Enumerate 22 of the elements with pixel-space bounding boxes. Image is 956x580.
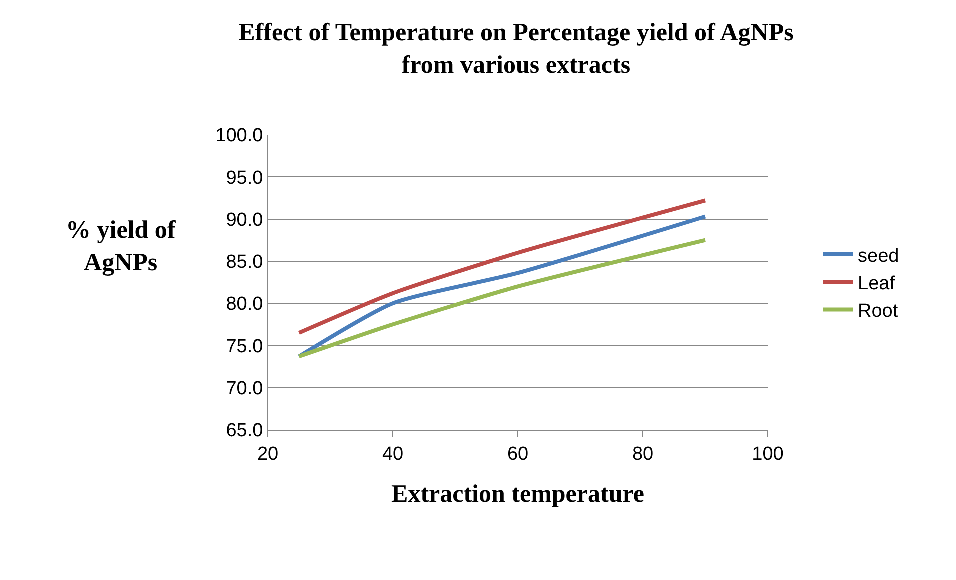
x-tick-label: 80: [632, 444, 654, 465]
line-series: [297, 238, 708, 359]
legend-label: seed: [858, 246, 900, 267]
y-tick-label: 95.0: [226, 168, 264, 189]
y-axis-title: % yield of AgNPs: [66, 217, 176, 276]
y-tick-label: 85.0: [226, 252, 264, 274]
legend-label: Root: [858, 301, 899, 322]
y-tick-label: 65.0: [226, 420, 264, 442]
legend-label: Leaf: [858, 273, 896, 294]
x-axis-title: Extraction temperature: [392, 480, 644, 508]
x-tick-label: 100: [752, 444, 784, 465]
x-tick-label: 60: [507, 444, 529, 465]
y-tick-label: 100.0: [216, 126, 264, 147]
y-tick-label: 90.0: [226, 210, 264, 231]
line-series: [297, 198, 708, 336]
line-series: [297, 214, 708, 359]
y-tick-label: 80.0: [226, 294, 264, 316]
x-tick-label: 40: [382, 444, 404, 465]
chart-title: Effect of Temperature on Percentage yield of AgNPs from various extracts: [238, 20, 794, 80]
y-tick-label: 70.0: [226, 378, 264, 400]
y-tick-label: 75.0: [226, 336, 264, 358]
x-tick-label: 20: [257, 444, 279, 465]
